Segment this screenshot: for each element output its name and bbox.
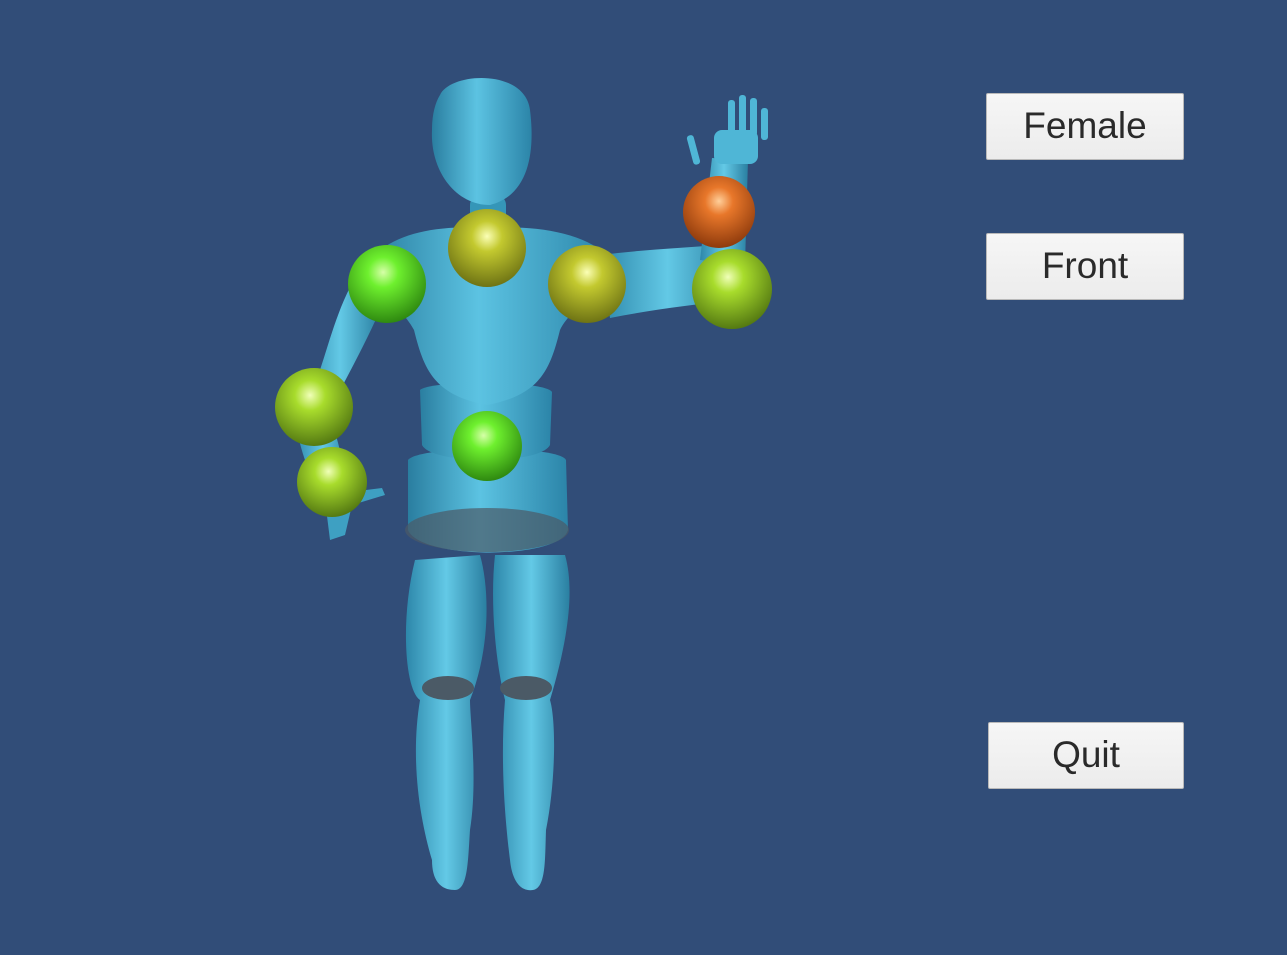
left-shoulder-joint[interactable] bbox=[548, 245, 626, 323]
right-shoulder-joint[interactable] bbox=[348, 245, 426, 323]
neck-joint[interactable] bbox=[448, 209, 526, 287]
female-button[interactable]: Female bbox=[986, 93, 1184, 160]
right-wrist-joint[interactable] bbox=[297, 447, 367, 517]
right-elbow-joint[interactable] bbox=[275, 368, 353, 446]
left-leg bbox=[405, 555, 487, 890]
left-elbow-joint[interactable] bbox=[692, 249, 772, 329]
joint-markers[interactable] bbox=[275, 176, 772, 517]
left-wrist-joint[interactable] bbox=[683, 176, 755, 248]
left-knee bbox=[422, 676, 474, 700]
pelvis-joint[interactable] bbox=[452, 411, 522, 481]
quit-button[interactable]: Quit bbox=[988, 722, 1184, 789]
left-hand bbox=[686, 95, 768, 165]
hip-joint bbox=[405, 508, 569, 552]
right-knee bbox=[500, 676, 552, 700]
head bbox=[431, 77, 532, 205]
right-leg bbox=[493, 555, 570, 891]
front-button[interactable]: Front bbox=[986, 233, 1184, 300]
